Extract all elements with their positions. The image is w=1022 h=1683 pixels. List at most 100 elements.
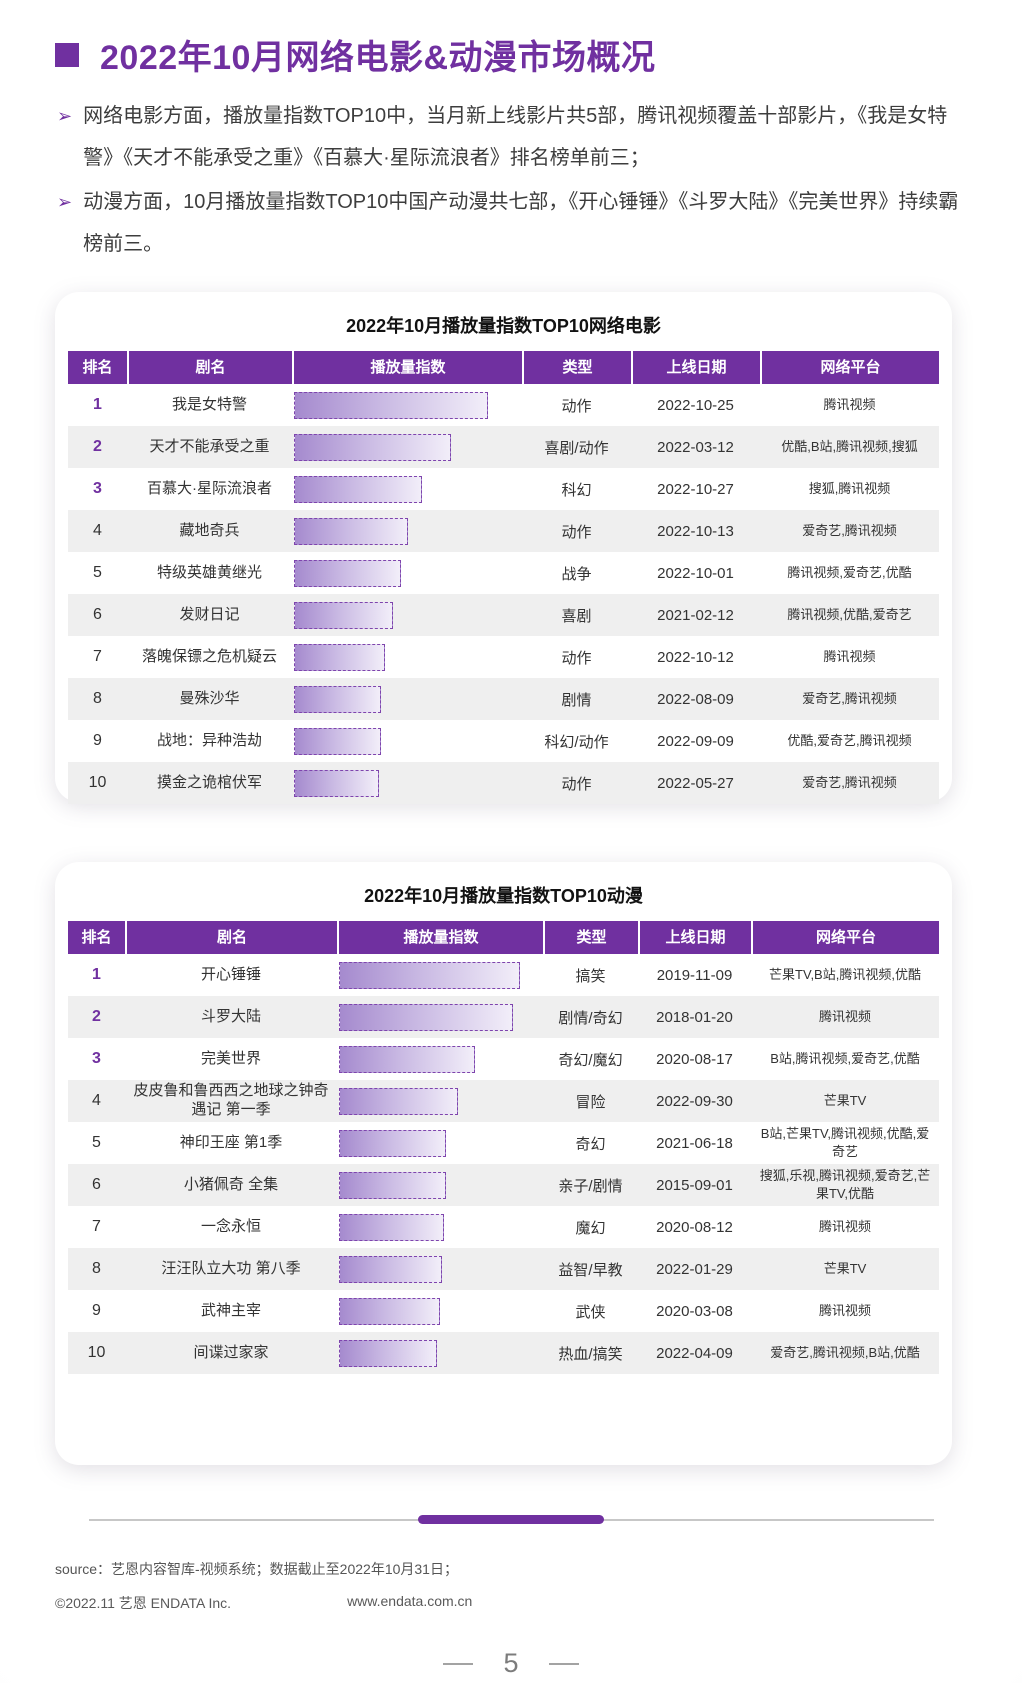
bullet-arrow-icon: ➢ <box>57 192 73 212</box>
play-index-bar <box>339 1171 446 1199</box>
table-row: 9 战地：异种浩劫 科幻/动作 2022-09-09 优酷,爱奇艺,腾讯视频 <box>68 720 939 762</box>
release-date-cell: 2020-03-08 <box>656 1302 733 1320</box>
play-index-track <box>294 517 488 545</box>
play-index-bar <box>339 1339 437 1367</box>
play-index-cell <box>292 643 522 671</box>
column-header-platforms: 网络平台 <box>751 921 939 954</box>
copyright-row: ©2022.11 艺恩 ENDATA Inc. www.endata.com.c… <box>0 1579 1022 1613</box>
website-link[interactable]: www.endata.com.cn <box>347 1593 473 1609</box>
title-cell: 落魄保镖之危机疑云 <box>141 647 277 665</box>
release-date-cell: 2022-10-12 <box>657 648 734 666</box>
table-header: 排名 剧名 播放量指数 类型 上线日期 网络平台 <box>68 351 939 384</box>
rank-cell: 3 <box>92 1050 101 1067</box>
page-number-dash <box>443 1662 474 1665</box>
rank-cell: 6 <box>93 606 102 623</box>
play-index-bar <box>294 685 382 713</box>
title-cell: 斗罗大陆 <box>200 1007 261 1025</box>
play-index-cell <box>292 685 522 713</box>
play-index-track <box>339 1003 520 1031</box>
table-header: 排名 剧名 播放量指数 类型 上线日期 网络平台 <box>68 921 939 954</box>
title-cell: 我是女特警 <box>171 395 247 413</box>
column-header-name: 剧名 <box>125 921 337 954</box>
play-index-track <box>339 1045 520 1073</box>
title-cell: 特级英雄黄继光 <box>156 563 262 581</box>
page-number-block: 5 <box>0 1648 1022 1679</box>
release-date-cell: 2022-01-29 <box>656 1260 733 1278</box>
play-index-bar <box>294 433 452 461</box>
genre-cell: 武侠 <box>575 1303 606 1321</box>
platforms-cell: 优酷,爱奇艺,腾讯视频 <box>787 733 912 749</box>
table-row: 2 天才不能承受之重 喜剧/动作 2022-03-12 优酷,B站,腾讯视频,搜狐 <box>68 426 939 468</box>
release-date-cell: 2020-08-12 <box>656 1218 733 1236</box>
play-index-track <box>339 1297 520 1325</box>
genre-cell: 动作 <box>561 775 592 793</box>
play-index-cell <box>292 727 522 755</box>
rank-cell: 10 <box>88 774 107 791</box>
genre-cell: 搞笑 <box>575 967 606 985</box>
column-header-date: 上线日期 <box>638 921 751 954</box>
platforms-cell: 腾讯视频 <box>823 649 876 665</box>
column-header-type: 类型 <box>522 351 631 384</box>
column-header-rank: 排名 <box>81 929 112 946</box>
genre-cell: 益智/早教 <box>558 1261 623 1279</box>
genre-cell: 科幻/动作 <box>544 733 609 751</box>
platforms-cell: B站,腾讯视频,爱奇艺,优酷 <box>770 1051 920 1067</box>
play-index-track <box>294 391 488 419</box>
play-index-bar <box>294 643 386 671</box>
release-date-cell: 2022-10-25 <box>657 396 734 414</box>
title-bullet-square <box>55 42 79 67</box>
table-row: 3 百慕大·星际流浪者 科幻 2022-10-27 搜狐,腾讯视频 <box>68 468 939 510</box>
column-header-name: 剧名 <box>127 351 292 384</box>
play-index-bar <box>339 1003 513 1031</box>
play-index-cell <box>337 1045 543 1073</box>
release-date-cell: 2022-09-30 <box>656 1092 733 1110</box>
table-row: 4 藏地奇兵 动作 2022-10-13 爱奇艺,腾讯视频 <box>68 510 939 552</box>
rank-cell: 2 <box>92 1008 101 1025</box>
play-index-cell <box>337 1297 543 1325</box>
platforms-cell: 优酷,B站,腾讯视频,搜狐 <box>781 439 918 455</box>
play-index-cell <box>292 769 522 797</box>
play-index-cell <box>337 961 543 989</box>
table-row: 4 皮皮鲁和鲁西西之地球之钟奇遇记 第一季 冒险 2022-09-30 芒果TV <box>68 1080 939 1122</box>
bullet-item: ➢ 动漫方面，10月播放量指数TOP10中国产动漫共七部，《开心锤锤》《斗罗大陆… <box>57 181 962 265</box>
release-date-cell: 2022-03-12 <box>657 438 734 456</box>
rank-cell: 1 <box>93 396 102 413</box>
play-index-bar <box>294 517 409 545</box>
play-index-track <box>294 601 488 629</box>
play-index-cell <box>292 559 522 587</box>
platforms-cell: 腾讯视频,优酷,爱奇艺 <box>787 607 912 623</box>
rank-cell: 8 <box>93 690 102 707</box>
footer-divider <box>88 1515 934 1524</box>
rank-cell: 1 <box>92 966 101 983</box>
release-date-cell: 2022-10-27 <box>657 480 734 498</box>
table-row: 3 完美世界 奇幻/魔幻 2020-08-17 B站,腾讯视频,爱奇艺,优酷 <box>68 1038 939 1080</box>
copyright-text: ©2022.11 艺恩 ENDATA Inc. <box>55 1595 232 1611</box>
rank-cell: 9 <box>93 732 102 749</box>
release-date-cell: 2020-08-17 <box>656 1050 733 1068</box>
release-date-cell: 2022-10-01 <box>657 564 734 582</box>
play-index-cell <box>337 1087 543 1115</box>
platforms-cell: 芒果TV <box>823 1261 867 1277</box>
play-index-track <box>339 1087 520 1115</box>
bullet-text: 网络电影方面，播放量指数TOP10中，当月新上线影片共5部，腾讯视频覆盖十部影片… <box>83 105 948 169</box>
release-date-cell: 2022-09-09 <box>657 732 734 750</box>
table-row: 1 我是女特警 动作 2022-10-25 腾讯视频 <box>68 384 939 426</box>
table-row: 1 开心锤锤 搞笑 2019-11-09 芒果TV,B站,腾讯视频,优酷 <box>68 954 939 996</box>
table-row: 2 斗罗大陆 剧情/奇幻 2018-01-20 腾讯视频 <box>68 996 939 1038</box>
rank-cell: 3 <box>93 480 102 497</box>
platforms-cell: 腾讯视频 <box>818 1303 871 1319</box>
platforms-cell: 爱奇艺,腾讯视频 <box>802 523 897 539</box>
platforms-cell: 爱奇艺,腾讯视频 <box>802 775 897 791</box>
platforms-cell: 爱奇艺,腾讯视频 <box>802 691 897 707</box>
release-date-cell: 2018-01-20 <box>656 1008 733 1026</box>
play-index-cell <box>292 475 522 503</box>
table-row: 5 特级英雄黄继光 战争 2022-10-01 腾讯视频,爱奇艺,优酷 <box>68 552 939 594</box>
anime-top10-card: 2022年10月播放量指数TOP10动漫 排名 剧名 播放量指数 类型 上线日期… <box>55 862 952 1465</box>
title-cell: 小猪佩奇 全集 <box>183 1175 279 1193</box>
platforms-cell: 爱奇艺,腾讯视频,B站,优酷 <box>770 1345 920 1361</box>
platforms-cell: 腾讯视频 <box>818 1219 871 1235</box>
play-index-cell <box>337 1213 543 1241</box>
table-row: 9 武神主宰 武侠 2020-03-08 腾讯视频 <box>68 1290 939 1332</box>
bullet-item: ➢ 网络电影方面，播放量指数TOP10中，当月新上线影片共5部，腾讯视频覆盖十部… <box>57 95 962 179</box>
